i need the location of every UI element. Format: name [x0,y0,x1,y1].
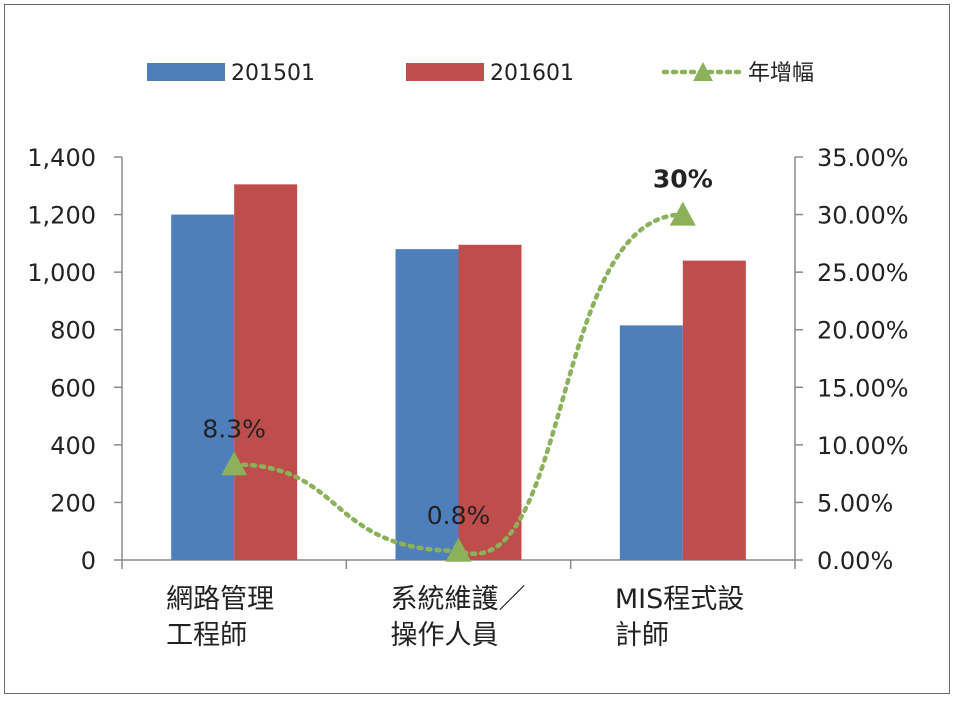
data-label: 0.8% [427,501,491,530]
category-label: 工程師 [166,620,247,651]
left-tick-label: 0 [81,547,96,575]
bars [171,184,746,561]
bar [395,249,459,560]
category-label: 操作人員 [391,620,499,651]
triangle-marker [221,451,248,476]
left-tick-label: 800 [50,317,96,345]
left-tick-label: 1,200 [27,202,96,230]
right-tick-label: 10.00% [817,432,909,460]
legend-label: 年增幅 [748,61,814,86]
category-label: 系統維護／ [391,584,526,615]
legend-label: 201601 [490,61,574,86]
bar [619,325,683,560]
bar [682,260,746,560]
data-label: 30% [653,165,713,194]
category-label: MIS程式設 [615,584,744,615]
right-tick-label: 5.00% [817,489,893,517]
data-label: 8.3% [202,414,266,443]
legend: 201501 201601 年增幅 [147,61,814,86]
axes: 0 200 400 600 800 1,000 1,200 1,400 0.00% 5.00% 10… [27,144,908,575]
left-tick-label: 1,400 [27,144,96,172]
left-tick-label: 600 [50,374,96,402]
category-label: 網路管理 [166,584,274,615]
bar [171,214,235,561]
growth-line-path [231,212,686,556]
left-tick-label: 200 [50,489,96,517]
right-tick-label: 30.00% [817,202,909,230]
left-tick-label: 400 [50,432,96,460]
growth-line: 8.3% 0.8% 30% [202,165,713,562]
legend-swatch [147,63,225,81]
right-tick-label: 35.00% [817,144,909,172]
bar [458,244,522,560]
right-tick-label: 15.00% [817,374,909,402]
legend-swatch [406,63,484,81]
right-tick-label: 25.00% [817,259,909,287]
right-tick-label: 0.00% [817,547,893,575]
category-label: 計師 [615,620,669,651]
right-tick-label: 20.00% [817,317,909,345]
legend-triangle [693,62,713,81]
triangle-marker [669,201,696,226]
legend-label: 201501 [231,61,315,86]
left-tick-label: 1,000 [27,259,96,287]
triangle-marker [445,537,472,562]
bar [234,184,298,560]
